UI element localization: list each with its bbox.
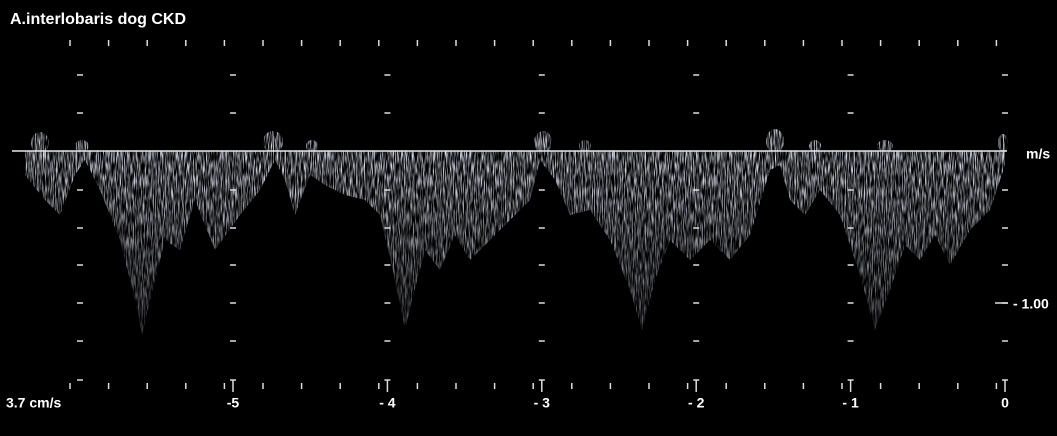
doppler-screen: A.interlobaris dog CKD m/s - 1.00 3.7 cm… — [0, 0, 1057, 436]
time-label: - 3 — [534, 395, 551, 411]
time-label: - 1 — [842, 395, 859, 411]
title: A.interlobaris dog CKD — [10, 11, 186, 28]
time-label: 0 — [1001, 395, 1009, 411]
time-label: - 2 — [688, 395, 705, 411]
time-label: - 4 — [379, 395, 396, 411]
scale-marker: - 1.00 — [1013, 296, 1049, 312]
unit-label: m/s — [1026, 146, 1050, 162]
time-label: -5 — [227, 395, 240, 411]
baseline-label: 3.7 cm/s — [6, 395, 61, 411]
